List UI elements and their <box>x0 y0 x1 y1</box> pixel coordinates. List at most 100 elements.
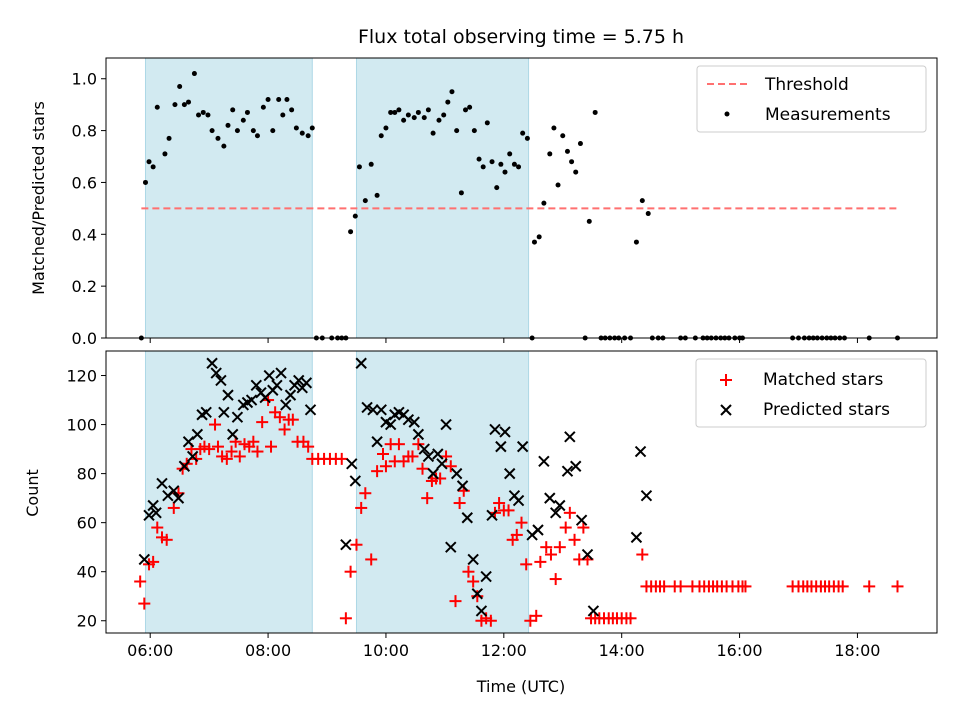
matched-stars-point <box>577 521 590 534</box>
measurement-point <box>494 185 500 191</box>
measurement-point <box>181 102 187 108</box>
measurement-point <box>162 151 168 157</box>
predicted-stars-point <box>512 494 525 507</box>
predicted-stars-point <box>340 539 352 551</box>
measurement-point <box>430 130 436 136</box>
predicted-stars-point <box>143 509 155 522</box>
predicted-stars-point <box>349 475 362 487</box>
measurement-point <box>463 107 469 113</box>
predicted-stars-point <box>186 450 199 463</box>
matched-stars-point <box>520 558 533 571</box>
measurement-point <box>401 117 407 123</box>
measurement-point <box>150 164 156 170</box>
predicted-stars-point <box>231 411 244 423</box>
matched-stars-point <box>836 580 849 593</box>
measurement-point <box>411 115 417 121</box>
predicted-stars-point <box>218 406 230 419</box>
measurement-point <box>405 112 411 118</box>
measurement-point <box>421 115 427 121</box>
measurement-point <box>142 179 148 185</box>
matched-stars-point <box>471 590 484 603</box>
predicted-stars-point <box>284 389 297 401</box>
x-tick-label: 14:00 <box>599 641 645 660</box>
matched-stars-point <box>549 573 562 586</box>
measurement-point <box>555 182 561 188</box>
measurement-point <box>467 104 473 110</box>
matched-stars-point <box>233 450 246 463</box>
predicted-stars-point <box>245 394 258 406</box>
matched-stars-point <box>534 555 547 568</box>
legend-predicted-swatch <box>720 404 732 416</box>
predicted-stars-point <box>293 374 305 387</box>
predicted-stars-point <box>402 413 415 426</box>
measurement-point <box>209 128 215 134</box>
predicted-stars-point <box>422 450 435 463</box>
predicted-stars-point <box>450 467 463 480</box>
measurement-point <box>471 128 477 134</box>
predicted-stars-point <box>371 436 383 448</box>
matched-stars-point <box>484 614 497 627</box>
bottom-plot-frame <box>105 350 938 634</box>
x-tick-label: 10:00 <box>363 641 409 660</box>
top-y-tick-label: 0.6 <box>72 173 97 192</box>
matched-stars-point <box>863 580 876 593</box>
top-y-tick-label: 0.8 <box>72 122 97 141</box>
predicted-stars-point <box>461 512 473 524</box>
measurement-point <box>250 128 256 134</box>
matched-stars-point <box>462 565 475 578</box>
predicted-stars-point <box>634 445 647 458</box>
predicted-stars-point <box>467 553 479 566</box>
matched-stars-point <box>467 575 480 588</box>
predicted-stars-point <box>156 477 168 490</box>
predicted-stars-point <box>206 357 218 369</box>
predicted-stars-point <box>504 467 516 480</box>
predicted-stars-point <box>495 440 507 453</box>
bot-y-tick-label: 60 <box>77 514 97 533</box>
x-tick-label: 06:00 <box>127 641 173 660</box>
matched-stars-point <box>302 440 315 453</box>
measurement-point <box>520 130 526 136</box>
measurement-point <box>586 218 592 224</box>
measurement-point <box>186 99 192 105</box>
measurement-point <box>541 200 547 206</box>
predicted-stars-point <box>210 367 222 379</box>
measurement-point <box>240 117 246 123</box>
bottom-legend-box <box>695 358 927 428</box>
measurement-point <box>415 109 421 115</box>
measurement-point <box>154 104 160 110</box>
top-y-axis-label: Matched/Predicted stars <box>29 101 48 295</box>
predicted-stars-point <box>263 369 275 382</box>
measurement-point <box>560 133 566 139</box>
measurement-point <box>498 161 504 167</box>
predicted-stars-point <box>367 404 379 416</box>
matched-stars-point <box>377 447 389 460</box>
measurement-point <box>551 125 557 131</box>
measurement-point <box>276 96 282 102</box>
measurement-point <box>265 96 271 102</box>
top-y-tick-label: 0.4 <box>72 225 97 244</box>
measurement-point <box>388 109 394 115</box>
x-tick-label: 18:00 <box>834 641 880 660</box>
predicted-stars-point <box>222 389 234 401</box>
measurement-point <box>516 164 522 170</box>
predicted-stars-point <box>538 455 550 468</box>
bot-y-tick-label: 120 <box>66 367 97 386</box>
predicted-stars-point <box>432 448 444 460</box>
matched-stars-point <box>568 533 581 546</box>
measurement-point <box>449 89 455 95</box>
matched-stars-point <box>392 438 405 451</box>
predicted-stars-point <box>489 423 501 436</box>
measurement-point <box>289 107 295 113</box>
measurement-point <box>234 128 240 134</box>
matched-stars-point <box>739 580 752 593</box>
legend-matched-label: Matched stars <box>763 370 883 390</box>
top-y-tick-label: 0.2 <box>72 277 97 296</box>
predicted-stars-point <box>532 524 544 536</box>
predicted-stars-point <box>471 588 484 600</box>
predicted-stars-point <box>346 458 358 470</box>
x-tick-label: 12:00 <box>481 641 527 660</box>
predicted-stars-point <box>150 507 162 519</box>
measurement-point <box>476 156 482 162</box>
predicted-stars-point <box>300 377 313 389</box>
matched-stars-point <box>278 423 291 436</box>
